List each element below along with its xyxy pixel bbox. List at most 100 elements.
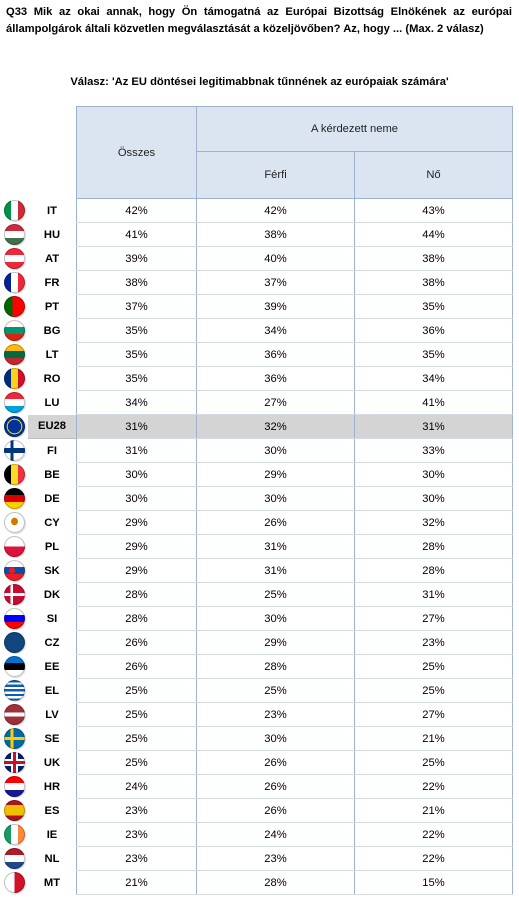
- flag-icon: [3, 224, 25, 245]
- value-female: 33%: [354, 438, 513, 463]
- value-total: 23%: [76, 822, 197, 847]
- country-code: BG: [43, 324, 61, 337]
- table-row: UK 25% 26% 25%: [0, 750, 513, 775]
- value-total: 38%: [76, 270, 197, 295]
- value-female: 22%: [354, 846, 513, 871]
- value-male: 37%: [196, 270, 355, 295]
- table-row: CZ 26% 29% 23%: [0, 630, 513, 655]
- country-code: UK: [43, 756, 61, 769]
- flag-icon: [3, 440, 25, 461]
- value-male: 40%: [196, 246, 355, 271]
- value-male: 36%: [196, 342, 355, 367]
- country-code: ES: [44, 804, 60, 817]
- value-total: 42%: [76, 198, 197, 223]
- value-male: 38%: [196, 222, 355, 247]
- country-code: NL: [44, 852, 60, 865]
- flag-icon: [3, 824, 25, 845]
- value-female: 30%: [354, 462, 513, 487]
- value-total: 24%: [76, 774, 197, 799]
- header-male: Férfi: [196, 151, 355, 199]
- value-total: 37%: [76, 294, 197, 319]
- flag-icon: [3, 392, 25, 413]
- value-male: 29%: [196, 630, 355, 655]
- value-male: 27%: [196, 390, 355, 415]
- table-row: ES 23% 26% 21%: [0, 798, 513, 823]
- country-code: DE: [44, 492, 60, 505]
- country-code: DK: [43, 588, 61, 601]
- value-total: 23%: [76, 846, 197, 871]
- value-male: 30%: [196, 726, 355, 751]
- value-total: 25%: [76, 702, 197, 727]
- value-female: 35%: [354, 342, 513, 367]
- value-female: 31%: [354, 414, 513, 439]
- table-row: CY 29% 26% 32%: [0, 510, 513, 535]
- value-male: 30%: [196, 606, 355, 631]
- flag-icon: [3, 488, 25, 509]
- table-row: RO 35% 36% 34%: [0, 366, 513, 391]
- table-row: EU28 31% 32% 31%: [0, 414, 513, 439]
- value-female: 27%: [354, 702, 513, 727]
- value-total: 26%: [76, 630, 197, 655]
- value-female: 38%: [354, 246, 513, 271]
- value-total: 28%: [76, 606, 197, 631]
- table-row: DK 28% 25% 31%: [0, 582, 513, 607]
- value-female: 38%: [354, 270, 513, 295]
- country-code: FR: [44, 276, 60, 289]
- table-row: FR 38% 37% 38%: [0, 270, 513, 295]
- value-female: 41%: [354, 390, 513, 415]
- value-total: 25%: [76, 678, 197, 703]
- flag-icon: [3, 776, 25, 797]
- table-row: BG 35% 34% 36%: [0, 318, 513, 343]
- country-code: SK: [44, 564, 60, 577]
- value-total: 41%: [76, 222, 197, 247]
- value-male: 31%: [196, 534, 355, 559]
- value-female: 23%: [354, 630, 513, 655]
- country-code: EL: [44, 684, 60, 697]
- table-row: LT 35% 36% 35%: [0, 342, 513, 367]
- value-male: 24%: [196, 822, 355, 847]
- country-code: BE: [44, 468, 60, 481]
- value-male: 26%: [196, 510, 355, 535]
- value-total: 30%: [76, 486, 197, 511]
- value-female: 30%: [354, 486, 513, 511]
- country-code: FI: [47, 444, 57, 457]
- value-female: 27%: [354, 606, 513, 631]
- value-female: 21%: [354, 726, 513, 751]
- country-code: LT: [45, 348, 59, 361]
- value-total: 26%: [76, 654, 197, 679]
- value-female: 15%: [354, 870, 513, 895]
- country-code: EU28: [28, 414, 77, 439]
- value-total: 35%: [76, 366, 197, 391]
- flag-icon: [3, 320, 25, 341]
- value-male: 26%: [196, 774, 355, 799]
- flag-icon: [3, 872, 25, 893]
- flag-icon: [3, 536, 25, 557]
- flag-icon: [3, 680, 25, 701]
- flag-icon: [3, 248, 25, 269]
- country-code: IT: [47, 204, 57, 217]
- country-code: SI: [46, 612, 58, 625]
- value-female: 28%: [354, 534, 513, 559]
- value-male: 26%: [196, 798, 355, 823]
- table-row: SI 28% 30% 27%: [0, 606, 513, 631]
- value-total: 35%: [76, 342, 197, 367]
- value-total: 28%: [76, 582, 197, 607]
- value-male: 31%: [196, 558, 355, 583]
- value-male: 23%: [196, 846, 355, 871]
- table-row: PL 29% 31% 28%: [0, 534, 513, 559]
- value-total: 30%: [76, 462, 197, 487]
- country-code: CZ: [44, 636, 60, 649]
- table-row: DE 30% 30% 30%: [0, 486, 513, 511]
- value-male: 39%: [196, 294, 355, 319]
- header-gender-group: A kérdezett neme: [196, 106, 513, 152]
- value-female: 36%: [354, 318, 513, 343]
- table-row: AT 39% 40% 38%: [0, 246, 513, 271]
- country-code: HR: [43, 780, 61, 793]
- answer-subtitle: Válasz: 'Az EU döntései legitimabbnak tű…: [70, 76, 449, 88]
- table-row: NL 23% 23% 22%: [0, 846, 513, 871]
- flag-icon: [3, 464, 25, 485]
- value-female: 43%: [354, 198, 513, 223]
- value-total: 25%: [76, 726, 197, 751]
- value-female: 35%: [354, 294, 513, 319]
- country-code: LV: [45, 708, 59, 721]
